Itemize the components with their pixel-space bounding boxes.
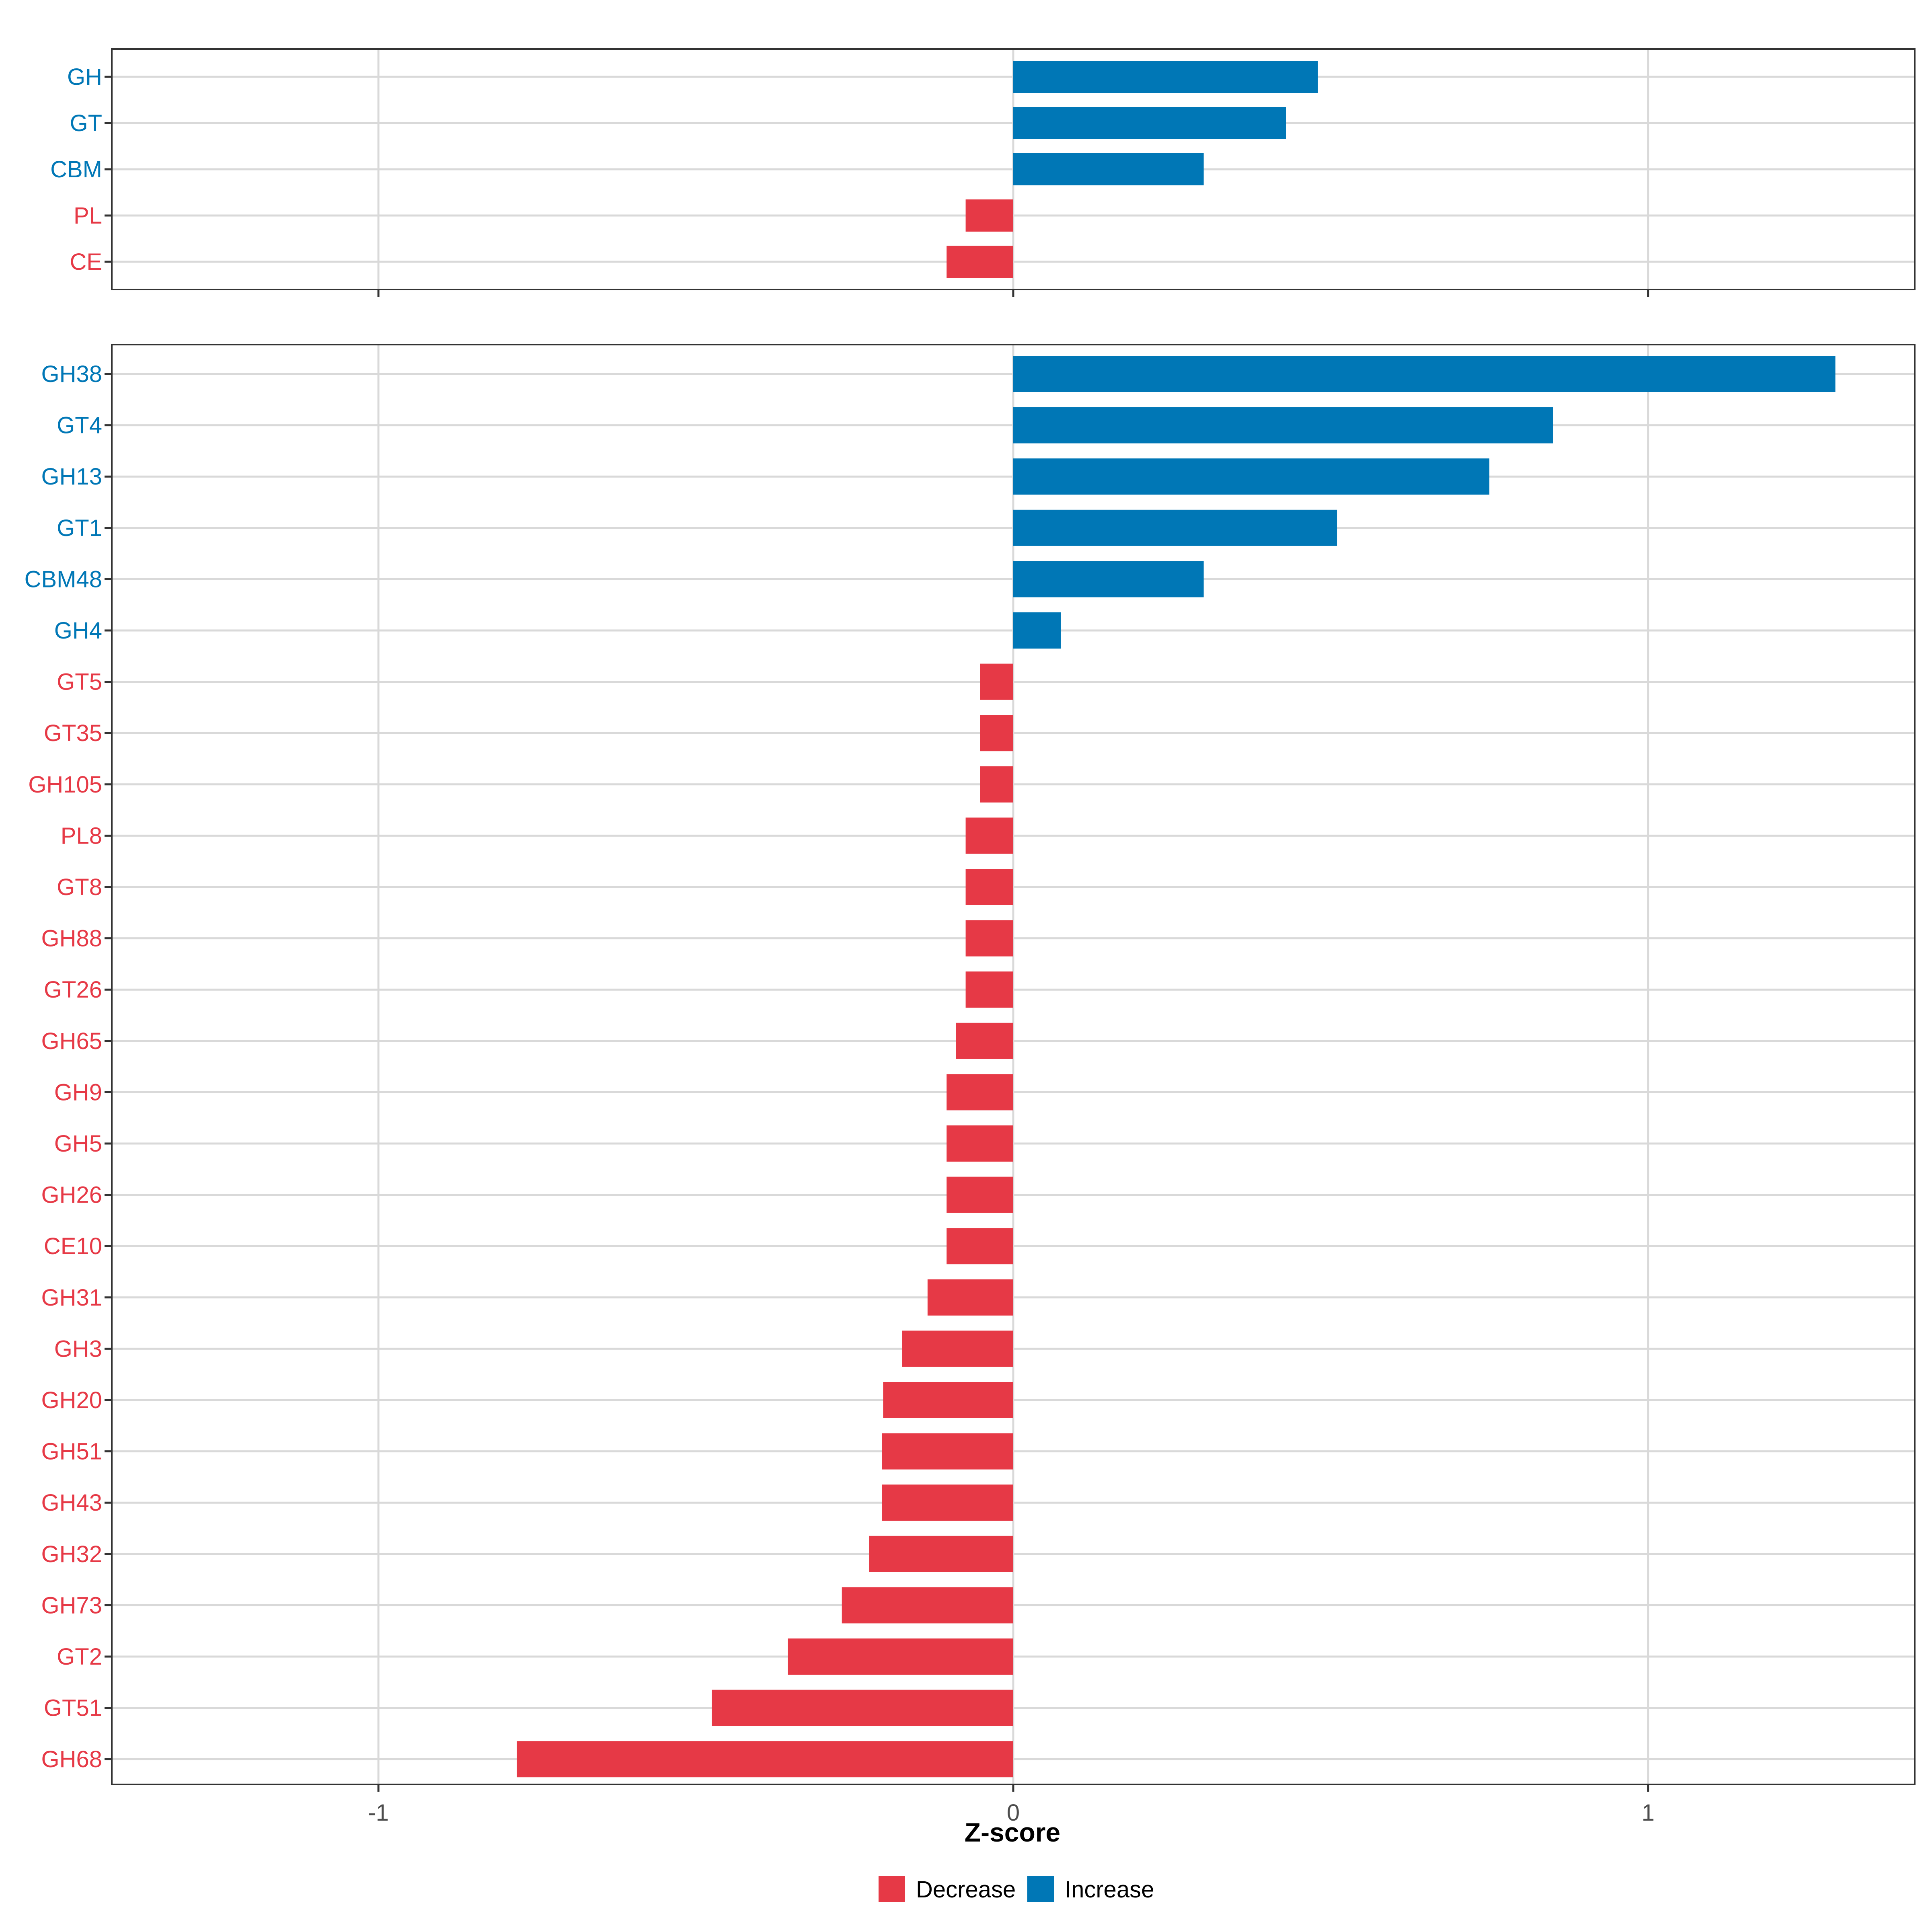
bar-ce (947, 246, 1013, 278)
bar-gh13 (1013, 458, 1490, 495)
category-label-gh51: GH51 (41, 1439, 102, 1465)
bar-cbm (1013, 153, 1204, 185)
bar-gh38 (1013, 356, 1836, 392)
bar-gh51 (882, 1433, 1013, 1470)
category-label-ce10: CE10 (44, 1233, 102, 1259)
category-label-gt1: GT1 (57, 515, 102, 541)
category-label-gh20: GH20 (41, 1387, 102, 1413)
category-label-ce: CE (70, 249, 102, 275)
bar-ce10 (947, 1228, 1013, 1265)
bar-gh9 (947, 1074, 1013, 1111)
legend: Decrease Increase (879, 1876, 1154, 1903)
category-label-pl8: PL8 (61, 823, 102, 849)
category-label-gh65: GH65 (41, 1028, 102, 1054)
category-label-gh4: GH4 (54, 618, 102, 644)
category-label-gh105: GH105 (28, 772, 102, 798)
category-label-gh5: GH5 (54, 1131, 102, 1157)
bar-gh5 (947, 1125, 1013, 1162)
legend-swatch-increase (1027, 1876, 1054, 1902)
bar-gh105 (980, 766, 1013, 803)
bar-gh4 (1013, 612, 1061, 649)
category-label-gh73: GH73 (41, 1592, 102, 1618)
panel-top: GH GT CBM PL CE (50, 48, 1916, 297)
bar-pl (965, 199, 1013, 232)
x-axis: -1 0 1 (368, 1800, 1655, 1826)
category-label-gt5: GT5 (57, 669, 102, 695)
x-tick-label: -1 (368, 1800, 389, 1826)
bar-gh88 (965, 920, 1013, 957)
bar-gh3 (902, 1330, 1013, 1367)
category-label-gt8: GT8 (57, 874, 102, 900)
category-label-gh31: GH31 (41, 1285, 102, 1311)
category-label-pl: PL (74, 203, 102, 229)
bar-gt26 (965, 971, 1013, 1008)
category-label-gh68: GH68 (41, 1746, 102, 1772)
x-axis-title: Z-score (965, 1817, 1060, 1847)
bar-gt2 (788, 1638, 1013, 1675)
category-label-gt35: GT35 (44, 720, 102, 746)
bar-cbm48 (1013, 561, 1204, 597)
category-label-gh3: GH3 (54, 1336, 102, 1362)
category-label-gh32: GH32 (41, 1541, 102, 1567)
bar-gh20 (883, 1382, 1013, 1418)
bar-gt35 (980, 715, 1013, 751)
category-label-gh9: GH9 (54, 1079, 102, 1105)
category-label-cbm: CBM (50, 156, 102, 183)
category-label-gh38: GH38 (41, 361, 102, 387)
bar-gh (1013, 61, 1318, 93)
category-label-gh26: GH26 (41, 1182, 102, 1208)
bar-gt5 (980, 663, 1013, 700)
bar-gh43 (882, 1484, 1013, 1521)
bar-gt4 (1013, 407, 1553, 443)
bar-gh68 (517, 1741, 1013, 1778)
bar-gt1 (1013, 509, 1337, 546)
bar-gt51 (712, 1690, 1013, 1726)
category-label-cbm48: CBM48 (25, 566, 102, 592)
panel-bottom: GH38 GT4 GH13 GT1 CBM48 GH4 GT5 GT35 GH105 PL8 GT8… (25, 344, 1916, 1792)
category-label-gt2: GT2 (57, 1644, 102, 1670)
legend-label-decrease: Decrease (916, 1877, 1016, 1903)
category-label-gt4: GT4 (57, 413, 102, 439)
category-label-gt51: GT51 (44, 1695, 102, 1721)
bar-gh32 (869, 1536, 1013, 1572)
legend-label-increase: Increase (1065, 1877, 1154, 1903)
category-label-gh13: GH13 (41, 464, 102, 490)
bar-gh73 (842, 1587, 1013, 1624)
bar-pl8 (965, 817, 1013, 854)
legend-swatch-decrease (879, 1876, 905, 1902)
category-label-gh88: GH88 (41, 926, 102, 952)
bar-gh31 (927, 1279, 1013, 1316)
x-tick-label: 0 (1007, 1800, 1020, 1826)
category-label-gh43: GH43 (41, 1490, 102, 1516)
bar-gt8 (965, 869, 1013, 905)
bar-gt (1013, 107, 1286, 139)
category-label-gt26: GT26 (44, 977, 102, 1003)
bar-gh65 (956, 1022, 1013, 1059)
x-tick-label: 1 (1642, 1800, 1655, 1826)
bar-gh26 (947, 1176, 1013, 1213)
category-label-gh: GH (67, 64, 102, 90)
category-label-gt: GT (70, 110, 102, 136)
